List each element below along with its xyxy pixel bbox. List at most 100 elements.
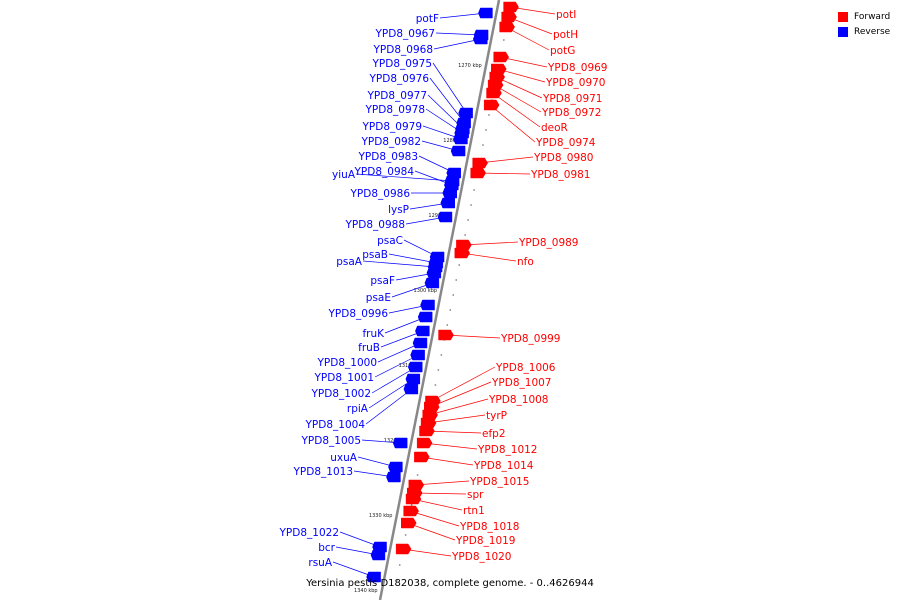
gene-label[interactable]: YPD8_1005 [301, 435, 361, 447]
gene-label[interactable]: psaB [362, 249, 388, 261]
gene-label[interactable]: YPD8_0968 [373, 44, 433, 56]
gene-feature[interactable] [501, 11, 517, 23]
gene-feature[interactable] [486, 87, 502, 99]
gene-label[interactable]: YPD8_1007 [491, 377, 551, 389]
gene-label[interactable]: YPD8_1015 [469, 476, 529, 488]
gene-label[interactable]: YPD8_0984 [354, 166, 415, 178]
gene-label[interactable]: rpiA [347, 403, 369, 415]
gene-label[interactable]: YPD8_0981 [530, 169, 590, 181]
gene-label[interactable]: YPD8_0972 [541, 107, 601, 119]
gene-label[interactable]: psaE [366, 292, 391, 304]
gene-feature[interactable] [483, 99, 500, 111]
gene-label[interactable]: rsuA [308, 557, 332, 569]
gene-label[interactable]: psaA [336, 256, 363, 268]
leader-line [425, 108, 463, 134]
gene-label[interactable]: YPD8_0975 [372, 58, 432, 70]
gene-label[interactable]: YPD8_0983 [358, 151, 418, 163]
gene-label[interactable]: potH [553, 29, 578, 41]
legend-forward: Forward [838, 9, 890, 24]
gene-label[interactable]: YPD8_1002 [311, 388, 371, 400]
gene-label[interactable]: tyrP [486, 410, 507, 422]
gene-feature[interactable] [403, 505, 419, 517]
gene-label[interactable]: YPD8_0979 [362, 121, 422, 133]
gene-label[interactable]: YPD8_0989 [518, 237, 578, 249]
gene-label[interactable]: potF [416, 13, 439, 25]
leader-line [423, 442, 478, 450]
leader-line [391, 282, 433, 298]
gene-label[interactable]: YPD8_1000 [317, 357, 377, 369]
leader-line [332, 561, 375, 578]
leader-line [489, 104, 536, 143]
gene-label[interactable]: YPD8_1008 [488, 394, 548, 406]
gene-label[interactable]: YPD8_0996 [328, 308, 389, 320]
leader-line [361, 439, 402, 444]
gene-label[interactable]: YPD8_0999 [500, 333, 560, 345]
leader-line [433, 38, 482, 50]
leader-line [431, 366, 496, 402]
gene-label[interactable]: YPD8_0970 [545, 77, 605, 89]
gene-label[interactable]: fruK [362, 328, 385, 340]
gene-label[interactable]: potG [550, 45, 575, 57]
gene-feature[interactable] [412, 337, 428, 349]
leader-line [339, 531, 381, 548]
gene-label[interactable]: fruB [358, 342, 380, 354]
gene-label[interactable]: yiuA [332, 169, 356, 181]
gene-feature[interactable] [401, 517, 417, 529]
legend: Forward Reverse [838, 9, 890, 39]
gene-label[interactable]: YPD8_0967 [375, 28, 435, 40]
gene-label[interactable]: YPD8_0988 [345, 219, 405, 231]
gene-label[interactable]: YPD8_0977 [367, 90, 427, 102]
gene-label[interactable]: YPD8_1022 [279, 527, 339, 539]
gene-label[interactable]: psaF [370, 275, 395, 287]
gene-label[interactable]: YPD8_1013 [293, 466, 353, 478]
gene-label[interactable]: YPD8_1019 [455, 535, 515, 547]
legend-reverse-label: Reverse [854, 26, 891, 37]
gene-label[interactable]: YPD8_1004 [305, 419, 366, 431]
gene-label[interactable]: YPD8_0971 [542, 93, 602, 105]
gene-label[interactable]: YPD8_0982 [361, 136, 421, 148]
gene-label[interactable]: YPD8_1001 [314, 372, 374, 384]
leader-line [357, 456, 397, 468]
genome-backbone [378, 0, 501, 600]
gene-label[interactable]: lysP [388, 204, 409, 216]
leader-line [432, 62, 467, 114]
gene-label[interactable]: spr [467, 489, 484, 501]
gene-label[interactable]: YPD8_0978 [365, 104, 425, 116]
gene-label[interactable]: deoR [541, 122, 568, 134]
gene-label[interactable]: YPD8_0986 [350, 188, 411, 200]
gene-label[interactable]: potI [556, 9, 576, 21]
gene-label[interactable]: nfo [517, 256, 534, 268]
gene-label[interactable]: YPD8_1018 [459, 521, 519, 533]
leader-line [427, 94, 464, 130]
gene-label[interactable]: bcr [318, 542, 335, 554]
leader-line [421, 140, 460, 152]
leader-line [418, 155, 455, 174]
leader-line [395, 272, 435, 281]
gene-label[interactable]: rtn1 [463, 505, 485, 517]
gene-label[interactable]: YPD8_1020 [451, 551, 511, 563]
gene-label[interactable]: YPD8_1012 [477, 444, 537, 456]
tick-label: 1330 kbp [369, 513, 393, 519]
gene-label[interactable]: YPD8_0976 [369, 73, 430, 85]
gene-label[interactable]: psaC [377, 235, 403, 247]
leader-line [414, 170, 453, 186]
leader-line [402, 548, 452, 557]
gene-label[interactable]: YPD8_0969 [547, 62, 607, 74]
gene-label[interactable]: YPD8_0974 [535, 137, 596, 149]
gene-feature[interactable] [403, 383, 419, 395]
gene-label[interactable]: efp2 [482, 428, 506, 440]
leader-line [388, 253, 437, 264]
gene-feature[interactable] [458, 107, 473, 119]
gene-feature[interactable] [415, 325, 430, 337]
leader-line [429, 77, 465, 124]
leader-line [499, 56, 548, 68]
gene-label[interactable]: YPD8_0980 [533, 152, 593, 164]
gene-feature[interactable] [417, 311, 433, 323]
map-caption: Yersinia pestis D182038, complete genome… [306, 578, 594, 589]
gene-label[interactable]: uxuA [330, 452, 358, 464]
gene-label[interactable]: YPD8_1014 [473, 460, 534, 472]
gene-label[interactable]: YPD8_1006 [495, 362, 556, 374]
gene-feature[interactable] [410, 349, 425, 361]
leader-line [374, 354, 419, 378]
